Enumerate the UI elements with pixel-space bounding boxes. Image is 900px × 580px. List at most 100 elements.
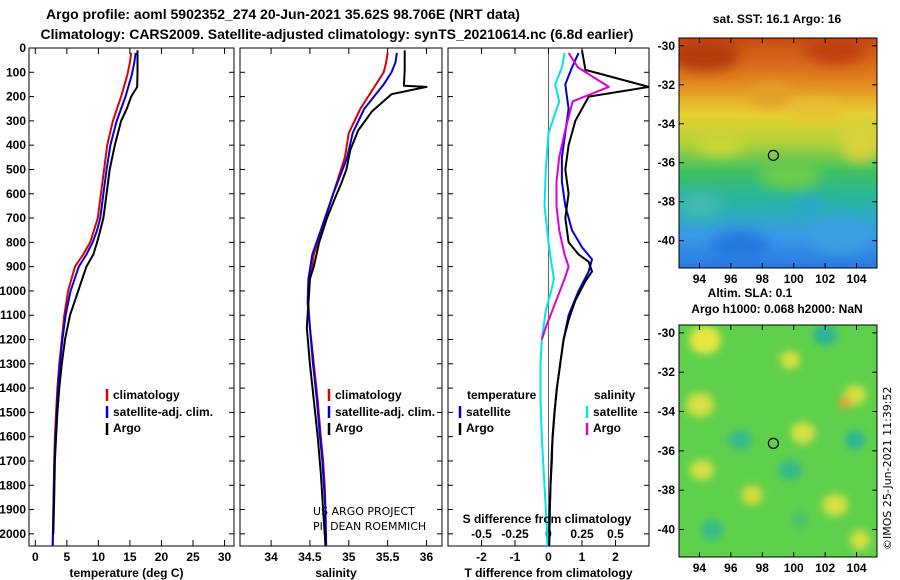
y-tick-label: 1700 xyxy=(0,454,26,468)
x-axis-label: T difference from climatology xyxy=(464,566,632,580)
map-y-tick-label: -40 xyxy=(658,522,676,536)
x-tick-label: 34.5 xyxy=(298,550,322,564)
legend-label-t-satellite: satellite xyxy=(466,405,511,419)
map-x-tick-label: 94 xyxy=(693,272,707,286)
legend-title-temperature: temperature xyxy=(467,388,537,402)
x-tick-label: 5 xyxy=(64,550,71,564)
x-tick-label: 25 xyxy=(186,550,200,564)
legend-label-argo: Argo xyxy=(335,421,363,435)
legend-label-climatology: climatology xyxy=(335,388,402,402)
series-s-argo xyxy=(540,52,610,340)
map-x-tick-label: 98 xyxy=(756,561,770,575)
map-y-tick-label: -38 xyxy=(658,483,676,497)
x-top-tick-label: 0.5 xyxy=(607,527,624,541)
map-x-tick-label: 104 xyxy=(847,272,867,286)
legend-label-climatology: climatology xyxy=(113,388,180,402)
y-tick-label: 1400 xyxy=(0,381,26,395)
x-tick-label: 34 xyxy=(264,550,278,564)
s-difference-axis-label: S difference from climatology xyxy=(463,512,632,526)
x-top-tick-label: 0.25 xyxy=(570,527,594,541)
series-satellite-adj-clim- xyxy=(306,52,398,546)
project-credit: US ARGO PROJECT xyxy=(313,505,415,518)
x-top-tick-label: -0.25 xyxy=(501,527,529,541)
y-tick-label: 400 xyxy=(6,138,26,152)
map-x-tick-label: 96 xyxy=(724,561,738,575)
y-tick-label: 300 xyxy=(6,114,26,128)
map-x-tick-label: 102 xyxy=(815,561,835,575)
series-argo xyxy=(52,50,139,534)
y-tick-label: 500 xyxy=(6,162,26,176)
series-satellite-adj-clim- xyxy=(51,52,137,546)
legend-label-argo: Argo xyxy=(113,421,141,435)
sla-map-title: Altim. SLA: 0.1 xyxy=(708,286,793,300)
legend-label-s-argo: Argo xyxy=(593,421,621,435)
legend-title-salinity: salinity xyxy=(594,388,636,402)
salinity-legend: climatology satellite-adj. clim. Argo xyxy=(327,388,435,435)
y-tick-label: 1800 xyxy=(0,478,26,492)
salinity-panel: 34 34.5 35 35.5 36 salinity xyxy=(239,47,443,580)
difference-legend: temperature satellite Argo salinity sate… xyxy=(458,388,638,435)
x-tick-label: 35 xyxy=(342,550,356,564)
y-tick-label: 0 xyxy=(19,41,26,55)
argo-location-marker xyxy=(767,149,779,161)
sla-map: 94 96 98 100 102 104 -30 -32 -34 -36 -38 -40 xyxy=(658,324,878,575)
sla-map-axes: 94 96 98 100 102 104 -30 -32 -34 -36 -38 -40 xyxy=(658,325,877,575)
map-x-tick-label: 100 xyxy=(784,561,804,575)
map-y-tick-label: -40 xyxy=(658,234,676,248)
temperature-panel: 0100200300400500600700800900100011001200… xyxy=(0,41,235,580)
y-tick-label: 1100 xyxy=(0,308,26,322)
map-y-tick-label: -34 xyxy=(658,117,676,131)
x-tick-label: 0 xyxy=(32,550,39,564)
y-tick-label: 1500 xyxy=(0,405,26,419)
x-axis-label: temperature (deg C) xyxy=(69,566,183,580)
x-tick-label: 2 xyxy=(612,550,619,564)
map-y-tick-label: -30 xyxy=(658,326,676,340)
y-tick-label: 600 xyxy=(6,187,26,201)
map-y-tick-label: -36 xyxy=(658,156,676,170)
y-tick-label: 1300 xyxy=(0,357,26,371)
legend-label-s-satellite: satellite xyxy=(593,405,638,419)
y-tick-label: 1000 xyxy=(0,284,26,298)
map-y-tick-label: -34 xyxy=(658,405,676,419)
header-line1: Argo profile: aoml 5902352_274 20-Jun-20… xyxy=(46,6,520,22)
x-tick-label: 15 xyxy=(123,550,137,564)
map-x-tick-label: 100 xyxy=(784,272,804,286)
x-tick-label: 35.5 xyxy=(376,550,400,564)
y-tick-label: 700 xyxy=(6,211,26,225)
header-line2: Climatology: CARS2009. Satellite-adjuste… xyxy=(41,26,634,42)
x-tick-label: 30 xyxy=(218,550,232,564)
sla-map-subtitle: Argo h1000: 0.068 h2000: NaN xyxy=(691,302,862,316)
imos-credit: ©IMOS 25-Jun-2021 11:39:52 xyxy=(881,386,894,550)
series-s-satellite xyxy=(539,52,566,546)
y-tick-label: 900 xyxy=(6,260,26,274)
map-x-tick-label: 98 xyxy=(756,272,770,286)
sst-map: 94 96 98 100 102 104 -30 -32 -34 -36 -38 -40 xyxy=(658,37,878,286)
x-tick-label: -1 xyxy=(510,550,521,564)
series-argo xyxy=(305,50,428,546)
map-x-tick-label: 104 xyxy=(847,561,867,575)
legend-label-t-argo: Argo xyxy=(466,421,494,435)
x-tick-label: 1 xyxy=(579,550,586,564)
y-tick-label: 200 xyxy=(6,90,26,104)
map-y-tick-label: -30 xyxy=(658,39,676,53)
y-tick-label: 100 xyxy=(6,65,26,79)
y-tick-label: 800 xyxy=(6,235,26,249)
x-tick-label: -2 xyxy=(476,550,487,564)
map-x-tick-label: 96 xyxy=(724,272,738,286)
y-tick-label: 2000 xyxy=(0,527,26,541)
x-axis-label: salinity xyxy=(315,566,357,580)
map-y-tick-label: -36 xyxy=(658,444,676,458)
x-tick-label: 10 xyxy=(92,550,106,564)
y-tick-label: 1900 xyxy=(0,503,26,517)
series-t-argo xyxy=(548,50,649,546)
map-y-tick-label: -38 xyxy=(658,195,676,209)
argo-location-marker xyxy=(767,437,779,449)
sst-map-axes: 94 96 98 100 102 104 -30 -32 -34 -36 -38 -40 xyxy=(658,38,877,286)
x-tick-label: 0 xyxy=(545,550,552,564)
temperature-legend: climatology satellite-adj. clim. Argo xyxy=(105,388,213,435)
x-top-tick-label: -0.5 xyxy=(471,527,492,541)
x-tick-label: 36 xyxy=(420,550,434,564)
map-x-tick-label: 102 xyxy=(815,272,835,286)
pi-credit: PI: DEAN ROEMMICH xyxy=(313,520,426,533)
